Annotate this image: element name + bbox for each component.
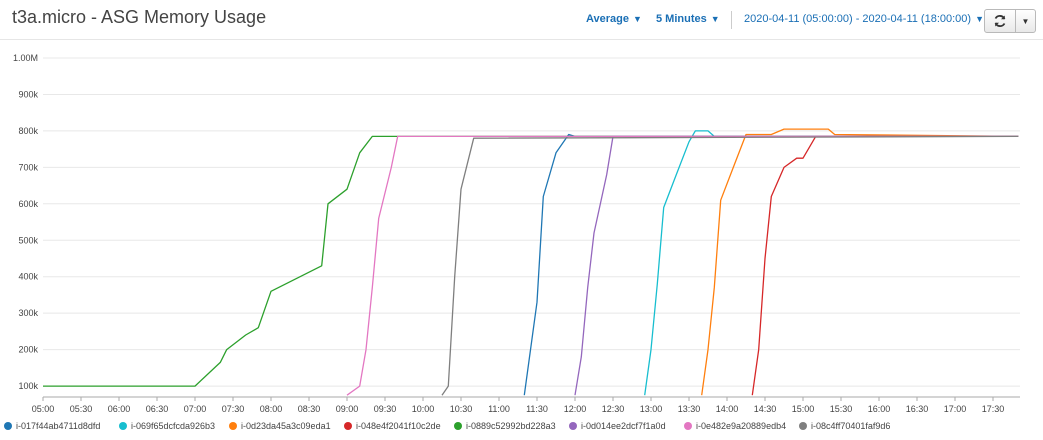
series-line[interactable] [523,133,1019,396]
x-tick-label: 05:00 [32,404,55,414]
x-tick-label: 06:30 [146,404,169,414]
series-line[interactable] [574,135,1019,396]
x-axis: 05:00 05:30 06:00 06:30 07:00 07:30 08:00 08:30… [32,396,1020,414]
legend-item[interactable]: i-0d014ee2dcf7f1a0d [569,421,666,431]
widget-title: t3a.micro - ASG Memory Usage [12,7,267,27]
legend-label: i-08c4ff70401faf9d6 [811,421,891,431]
x-tick-label: 05:30 [70,404,93,414]
y-tick-label: 100k [18,381,38,391]
series-line[interactable] [644,130,1019,396]
chart-series [43,128,1019,396]
y-tick-label: 1.00M [13,53,38,63]
y-tick-label: 600k [18,199,38,209]
x-tick-label: 10:00 [412,404,435,414]
legend-label: i-0889c52992bd228a3 [466,421,556,431]
caret-down-icon: ▼ [1021,16,1030,26]
x-tick-label: 14:30 [754,404,777,414]
x-tick-label: 15:30 [830,404,853,414]
x-tick-label: 11:00 [488,404,510,414]
legend-item[interactable]: i-0e482e9a20889edb4 [684,421,786,431]
x-tick-label: 15:00 [792,404,815,414]
legend-swatch [229,422,237,430]
x-tick-label: 12:30 [602,404,625,414]
x-tick-label: 14:00 [716,404,739,414]
statistic-dropdown[interactable]: Average ▼ [586,13,642,25]
series-line[interactable] [43,135,1019,387]
x-tick-label: 09:30 [374,404,397,414]
x-tick-label: 12:00 [564,404,587,414]
x-tick-label: 16:00 [868,404,891,414]
legend-swatch [454,422,462,430]
x-tick-label: 08:00 [260,404,283,414]
x-tick-label: 07:30 [222,404,245,414]
series-line[interactable] [701,128,1019,396]
legend-swatch [799,422,807,430]
y-tick-label: 700k [18,162,38,172]
refresh-button[interactable] [985,10,1016,32]
statistic-label: Average [586,13,630,25]
x-tick-label: 13:30 [678,404,701,414]
y-tick-label: 500k [18,235,38,245]
chevron-down-icon: ▼ [710,14,720,24]
period-label: 5 Minutes [656,13,707,25]
legend-item[interactable]: i-0889c52992bd228a3 [454,421,556,431]
time-range-dropdown[interactable]: 2020-04-11 (05:00:00) - 2020-04-11 (18:0… [744,13,984,25]
legend-label: i-069f65dcfcda926b3 [131,421,216,431]
y-tick-label: 900k [18,89,38,99]
time-range-label: 2020-04-11 (05:00:00) - 2020-04-11 (18:0… [744,13,972,25]
series-line[interactable] [751,135,1019,396]
series-line[interactable] [346,135,1019,396]
x-tick-label: 13:00 [640,404,663,414]
chart-legend: i-017f44ab4711d8dfd i-069f65dcfcda926b3 i-… [4,420,1039,436]
x-tick-label: 11:30 [526,404,548,414]
refresh-button-group: ▼ [984,9,1036,33]
y-tick-label: 800k [18,126,38,136]
legend-item[interactable]: i-08c4ff70401faf9d6 [799,421,890,431]
x-tick-label: 08:30 [298,404,321,414]
y-tick-label: 200k [18,345,38,355]
x-tick-label: 09:00 [336,404,359,414]
period-dropdown[interactable]: 5 Minutes ▼ [656,13,720,25]
legend-label: i-017f44ab4711d8dfd [16,421,101,431]
legend-swatch [684,422,692,430]
chevron-down-icon: ▼ [975,14,985,24]
x-tick-label: 10:30 [450,404,473,414]
x-tick-label: 17:30 [982,404,1005,414]
x-tick-label: 16:30 [906,404,929,414]
legend-swatch [119,422,127,430]
header-divider [731,11,732,29]
legend-label: i-048e4f2041f10c2de [356,421,441,431]
legend-swatch [344,422,352,430]
chevron-down-icon: ▼ [633,14,642,24]
x-tick-label: 06:00 [108,404,131,414]
legend-label: i-0d23da45a3c09eda1 [241,421,331,431]
legend-swatch [569,422,577,430]
legend-label: i-0e482e9a20889edb4 [696,421,787,431]
memory-usage-chart: 100k 200k 300k 400k 500k 600k 700k 800k 900k 1.00… [13,53,1020,414]
y-axis: 100k 200k 300k 400k 500k 600k 700k 800k 900k 1.00… [13,53,39,391]
legend-item[interactable]: i-017f44ab4711d8dfd [4,421,100,431]
y-tick-label: 400k [18,272,38,282]
chart-grid [43,57,1020,387]
legend-item[interactable]: i-048e4f2041f10c2de [344,421,441,431]
dashboard-header: t3a.micro - ASG Memory Usage Average ▼ 5 … [0,0,1043,40]
legend-label: i-0d014ee2dcf7f1a0d [581,421,666,431]
refresh-options-button[interactable]: ▼ [1016,10,1035,32]
x-tick-label: 07:00 [184,404,207,414]
y-tick-label: 300k [18,308,38,318]
series-line[interactable] [441,135,1019,396]
legend-item[interactable]: i-0d23da45a3c09eda1 [229,421,331,431]
legend-swatch [4,422,12,430]
legend-item[interactable]: i-069f65dcfcda926b3 [119,421,215,431]
refresh-icon [994,15,1006,27]
x-tick-label: 17:00 [944,404,967,414]
